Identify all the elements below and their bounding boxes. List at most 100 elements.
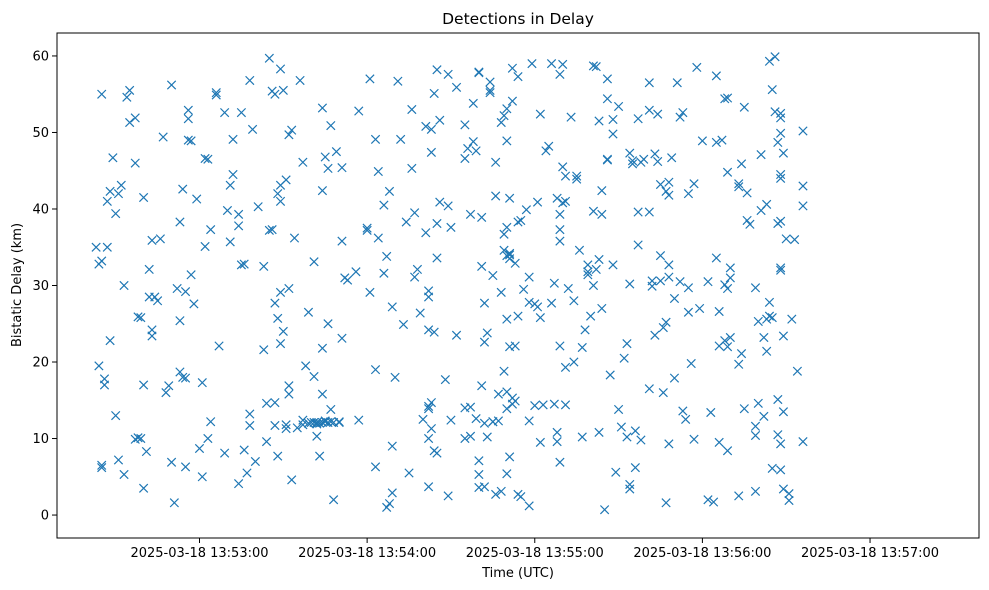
data-point	[625, 279, 635, 289]
data-point	[175, 217, 185, 227]
data-point	[776, 113, 786, 123]
data-point	[613, 404, 624, 415]
data-point	[253, 202, 263, 212]
data-point	[722, 167, 733, 177]
data-point	[460, 153, 470, 164]
data-point	[555, 225, 565, 235]
data-point	[370, 365, 381, 375]
data-point	[594, 116, 604, 126]
data-point	[468, 98, 478, 109]
data-point	[569, 357, 579, 367]
data-point	[245, 409, 255, 419]
y-tick-label: 20	[32, 356, 49, 371]
data-point	[443, 491, 453, 501]
data-point	[125, 85, 135, 96]
data-point	[759, 411, 769, 421]
y-axis-label: Bistatic Delay (km)	[10, 223, 25, 347]
data-point	[113, 455, 124, 465]
data-point	[583, 260, 593, 270]
data-point	[398, 319, 409, 330]
data-point	[613, 101, 624, 112]
data-point	[644, 78, 654, 88]
data-point	[287, 475, 297, 485]
data-point	[776, 128, 786, 138]
data-point	[113, 189, 124, 199]
data-point	[524, 416, 534, 426]
data-point	[423, 433, 434, 444]
data-point	[510, 396, 520, 406]
data-point	[499, 366, 509, 376]
data-point	[432, 65, 442, 75]
data-point	[650, 330, 660, 340]
data-point	[697, 136, 708, 146]
data-point	[468, 137, 478, 147]
data-point	[499, 229, 509, 239]
data-point	[474, 68, 484, 78]
data-point	[625, 148, 635, 158]
data-point	[99, 374, 110, 384]
data-point	[773, 430, 783, 440]
x-tick-label: 2025-03-18 13:55:00	[466, 546, 604, 561]
data-point	[714, 306, 724, 317]
data-point	[532, 302, 543, 312]
data-point	[776, 216, 786, 226]
data-point	[549, 278, 559, 288]
data-point	[169, 498, 179, 508]
data-point	[259, 261, 269, 271]
data-point	[546, 298, 557, 308]
data-point	[423, 292, 434, 302]
data-point	[736, 348, 747, 359]
data-point	[574, 245, 585, 255]
data-point	[524, 297, 534, 307]
data-point	[555, 69, 565, 79]
data-point	[778, 331, 789, 341]
data-point	[762, 199, 772, 210]
data-point	[440, 374, 450, 385]
data-point	[477, 261, 487, 271]
data-point	[233, 209, 244, 219]
data-point	[555, 209, 565, 219]
data-point	[577, 342, 587, 353]
chart-title: Detections in Delay	[442, 10, 594, 28]
data-point	[798, 181, 808, 191]
data-point	[97, 256, 107, 266]
data-point	[387, 488, 397, 498]
data-point	[192, 194, 202, 204]
data-point	[379, 268, 389, 278]
data-point	[471, 146, 481, 156]
data-point	[560, 171, 571, 181]
data-point	[532, 197, 543, 207]
data-point	[491, 157, 501, 167]
data-point	[750, 486, 761, 496]
data-point	[298, 157, 308, 167]
data-point	[764, 311, 775, 321]
data-point	[521, 205, 532, 215]
data-point	[798, 436, 808, 447]
data-point	[479, 298, 490, 308]
x-tick-label: 2025-03-18 13:57:00	[801, 546, 939, 561]
data-point	[499, 245, 509, 255]
data-point	[298, 420, 308, 430]
data-point	[530, 401, 540, 411]
data-point	[703, 277, 713, 287]
data-point	[180, 462, 191, 472]
data-point	[236, 107, 247, 118]
data-point	[778, 148, 789, 158]
data-point	[387, 441, 397, 451]
data-point	[776, 439, 786, 449]
data-point	[443, 69, 453, 79]
data-point	[552, 193, 562, 203]
data-point	[591, 62, 601, 72]
data-point	[588, 280, 599, 291]
data-point	[423, 482, 434, 492]
data-point	[683, 283, 694, 293]
data-point	[242, 468, 252, 478]
data-point	[233, 479, 244, 489]
data-point	[342, 275, 353, 285]
data-point	[672, 78, 682, 88]
data-point	[798, 126, 808, 136]
x-tick-label: 2025-03-18 13:56:00	[633, 546, 771, 561]
data-point	[245, 75, 255, 86]
data-point	[370, 462, 381, 472]
data-point	[502, 404, 512, 414]
